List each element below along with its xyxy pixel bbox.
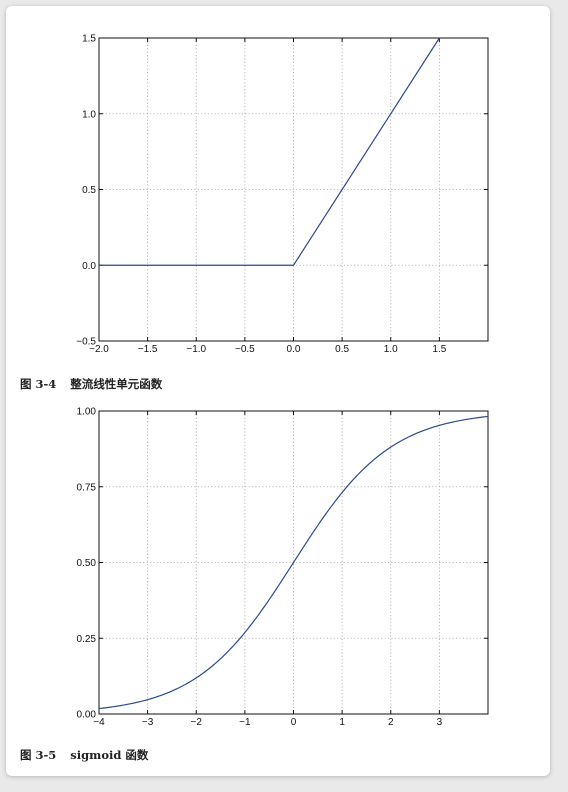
y-tick-label: −0.5 — [76, 337, 96, 348]
y-tick-label: 1.5 — [82, 34, 96, 45]
series-line — [99, 37, 440, 266]
y-tick-label: 0.5 — [82, 185, 96, 196]
x-tick-label: −2 — [191, 717, 203, 728]
x-tick-label: −1.0 — [186, 344, 206, 355]
y-tick-label: 0.25 — [77, 634, 97, 645]
x-tick-label: −1.5 — [138, 344, 158, 355]
x-tick-label: 0 — [291, 717, 297, 728]
y-tick-label: 0.00 — [77, 710, 97, 721]
x-tick-label: 3 — [437, 717, 443, 728]
y-tick-label: 0.50 — [77, 558, 97, 569]
x-tick-label: 2 — [388, 717, 394, 728]
y-tick-label: 1.00 — [77, 407, 97, 418]
caption-number: 图 3-5 — [20, 748, 57, 762]
y-tick-label: 1.0 — [82, 109, 96, 120]
caption-text: sigmoid 函数 — [70, 748, 149, 762]
figure-caption-sigmoid: 图 3-5 sigmoid 函数 — [20, 747, 148, 763]
x-tick-label: 0.0 — [287, 344, 301, 355]
x-tick-label: −1 — [239, 717, 251, 728]
y-tick-label: 0.75 — [77, 482, 97, 493]
relu-chart: −2.0 −1.5 −1.0 −0.5 0.0 0.5 1.0 1.5 −0.5 0.0 0.5 1.… — [76, 34, 489, 355]
x-tick-label: −0.5 — [235, 344, 255, 355]
caption-text: 整流线性单元函数 — [70, 377, 163, 391]
x-tick-label: 1.5 — [432, 344, 446, 355]
x-tick-label: 1.0 — [384, 344, 398, 355]
figure-caption-relu: 图 3-4 整流线性单元函数 — [20, 376, 162, 392]
x-tick-label: −2.0 — [89, 344, 109, 355]
book-page: −2.0 −1.5 −1.0 −0.5 0.0 0.5 1.0 1.5 −0.5 0.0 0.5 1.… — [6, 6, 550, 776]
x-tick-label: −4 — [93, 717, 105, 728]
caption-number: 图 3-4 — [20, 377, 57, 391]
x-tick-label: 1 — [339, 717, 345, 728]
x-tick-label: 0.5 — [335, 344, 349, 355]
x-tick-label: −3 — [142, 717, 154, 728]
sigmoid-chart: −4 −3 −2 −1 0 1 2 3 0.00 0.25 0.50 0.75 1.00 — [77, 407, 489, 728]
y-tick-label: 0.0 — [82, 261, 96, 272]
series-line — [98, 415, 489, 710]
